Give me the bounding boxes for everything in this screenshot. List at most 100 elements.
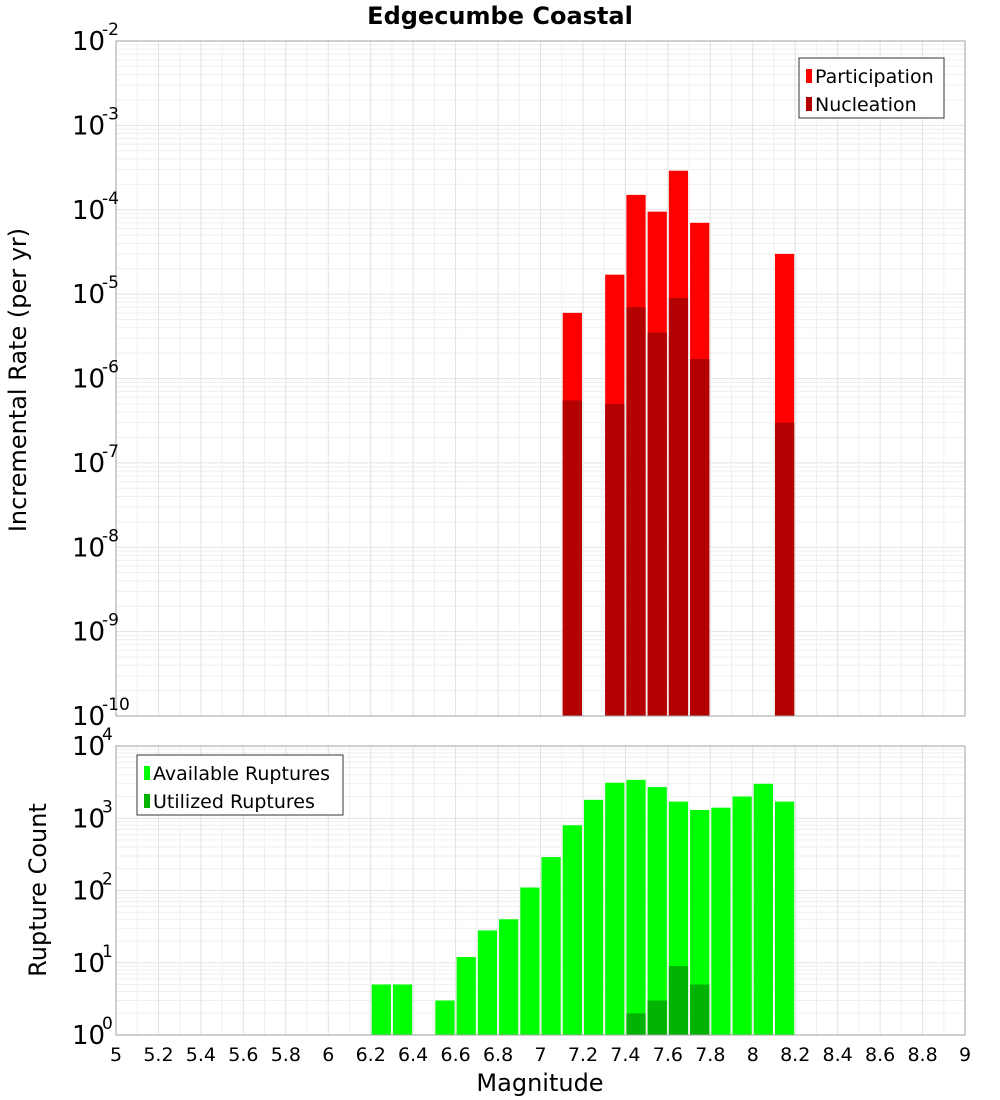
bar-available-ruptures [774,801,795,1035]
bar-available-ruptures [753,783,773,1035]
bar-available-ruptures [541,857,561,1035]
y-tick-label: 10-8 [72,526,119,563]
y-tick-base: 10 [72,449,105,479]
legend-label: Available Ruptures [153,763,330,785]
bar-utilized-ruptures [690,984,710,1035]
bottom-legend: Available Ruptures Utilized Ruptures [136,754,344,816]
bar-nucleation [774,422,795,716]
y-tick-label: 10-6 [72,358,119,395]
bar-available-ruptures [583,799,604,1035]
legend-label: Utilized Ruptures [153,791,315,813]
x-tick-label: 5 [110,1044,122,1066]
y-tick-exponent: 2 [102,870,113,890]
x-tick-label: 5.2 [143,1044,173,1066]
y-tick-base: 10 [72,365,105,395]
y-tick-label: 103 [72,797,113,834]
y-tick-exponent: 4 [102,725,113,745]
bottom-grid [115,746,966,1036]
x-tick-label: 7.4 [610,1044,640,1066]
y-tick-base: 10 [72,27,105,57]
y-tick-label: 102 [72,870,113,907]
y-tick-exponent: -7 [102,442,119,462]
legend-label: Nucleation [815,94,917,116]
bar-nucleation [668,297,689,716]
bar-available-ruptures [605,782,625,1035]
top-legend: Participation Nucleation [798,57,945,119]
bar-utilized-ruptures [626,1013,646,1035]
x-tick-label: 6.4 [398,1044,428,1066]
bar-available-ruptures [477,930,498,1035]
y-tick-base: 10 [72,1021,105,1051]
x-tick-label: 8.8 [907,1044,937,1066]
y-tick-label: 10-5 [72,273,119,310]
y-tick-exponent: 3 [102,797,113,817]
y-tick-exponent: -2 [102,20,119,40]
legend-swatch [144,794,150,808]
y-tick-label: 10-7 [72,442,119,479]
y-tick-exponent: 0 [102,1014,113,1034]
y-tick-exponent: 1 [102,942,113,962]
y-tick-exponent: -3 [102,104,119,124]
bar-available-ruptures [456,957,476,1035]
x-tick-label: 5.6 [228,1044,258,1066]
y-tick-base: 10 [72,111,105,141]
y-tick-base: 10 [72,196,105,226]
x-tick-label: 8.2 [780,1044,810,1066]
x-axis-label: Magnitude [476,1069,603,1097]
top-bars [562,170,795,716]
bar-nucleation [647,332,667,716]
legend-label: Participation [815,66,934,88]
y-tick-label: 101 [72,942,113,979]
y-tick-label: 104 [72,725,113,762]
y-tick-base: 10 [72,804,105,834]
x-ticks: 5 5.2 5.4 5.6 5.8 6 6.2 6.4 6.6 6.8 7 7.2 7.4 7.6 7.8 8… [110,1044,971,1066]
x-tick-label: 7 [534,1044,546,1066]
x-tick-label: 8.6 [865,1044,895,1066]
top-plot-border [115,40,966,717]
x-tick-label: 8.4 [823,1044,853,1066]
legend-swatch [806,97,812,111]
y-tick-base: 10 [72,877,105,907]
y-tick-exponent: -5 [102,273,119,293]
x-tick-label: 5.8 [271,1044,301,1066]
bar-nucleation [690,359,710,716]
bottom-plot-border [115,745,966,1036]
bottom-bars [371,779,795,1035]
legend-box [136,754,344,816]
bar-nucleation [605,403,625,716]
x-tick-label: 6.8 [483,1044,513,1066]
y-tick-label: 10-9 [72,611,119,648]
x-tick-label: 8 [747,1044,759,1066]
y-tick-exponent: -6 [102,358,119,378]
y-tick-base: 10 [72,949,105,979]
bar-available-ruptures [647,787,667,1035]
y-tick-exponent: -9 [102,611,119,631]
bar-nucleation [626,307,646,716]
x-tick-label: 7.2 [568,1044,598,1066]
bar-available-ruptures [435,1000,455,1035]
top-grid [115,41,966,717]
y-tick-label: 10-4 [72,189,119,226]
chart-title: Edgecumbe Coastal [367,2,633,30]
y-tick-exponent: -10 [102,695,130,715]
legend-box [798,57,945,119]
y-tick-label: 10-2 [72,20,119,57]
bar-available-ruptures [392,984,413,1035]
top-y-axis-label: Incremental Rate (per yr) [4,228,32,532]
x-tick-label: 6.6 [440,1044,470,1066]
legend-swatch [144,766,150,780]
y-tick-base: 10 [72,702,105,732]
y-tick-exponent: -4 [102,189,119,209]
bar-available-ruptures [371,984,391,1035]
y-tick-base: 10 [72,280,105,310]
y-tick-base: 10 [72,732,105,762]
bar-available-ruptures [732,796,752,1035]
bar-nucleation [562,400,582,716]
bar-available-ruptures [690,810,710,1035]
x-tick-label: 6 [322,1044,334,1066]
